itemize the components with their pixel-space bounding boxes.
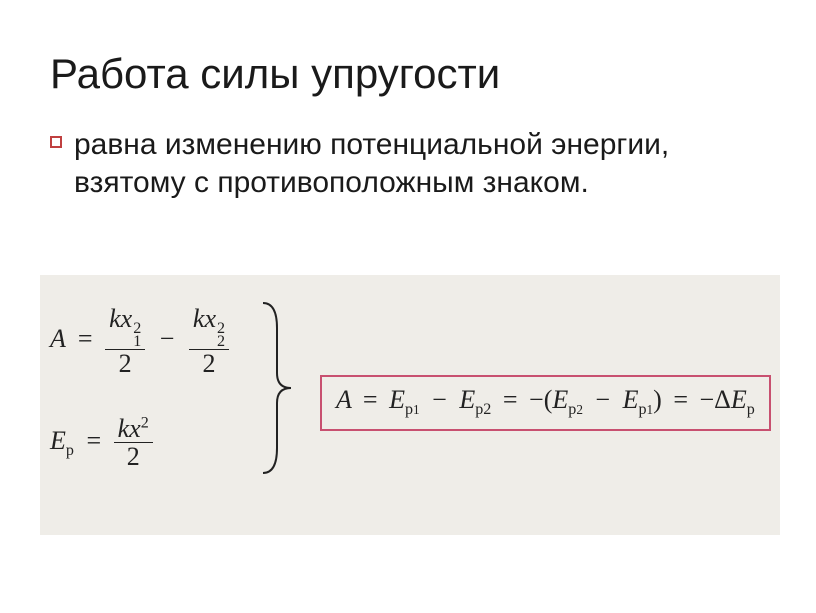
sym-minus: − — [160, 324, 175, 353]
fraction-ep: kx2 2 — [114, 415, 153, 471]
sym-k: k — [193, 304, 205, 333]
sym-E: E — [552, 385, 568, 414]
bullet-square-icon — [50, 136, 62, 148]
denom-2: 2 — [199, 350, 220, 377]
sym-k: k — [118, 414, 130, 443]
formula-panel: A = kx21 2 − kx22 2 Ep = kx2 2 — [40, 275, 780, 535]
sym-x: x — [204, 304, 216, 333]
sub-p: p — [405, 401, 413, 418]
sub-p2: p2 — [475, 401, 491, 418]
sub-2: 2 — [217, 335, 225, 349]
denom-2: 2 — [123, 443, 144, 470]
bullet-item: равна изменению потенциальной энергии, в… — [50, 126, 776, 201]
curly-brace-icon — [255, 298, 295, 478]
sym-eq: = — [78, 324, 93, 353]
sub-2: 2 — [576, 402, 583, 417]
sym-neg: − — [700, 385, 715, 414]
sub-1: 1 — [133, 335, 141, 349]
sym-E: E — [459, 385, 475, 414]
sym-eq: = — [503, 385, 518, 414]
sym-minus: − — [595, 385, 610, 414]
formula-work: A = kx21 2 − kx22 2 — [50, 305, 229, 377]
sym-A: A — [336, 385, 351, 414]
sym-delta: Δ — [714, 385, 731, 414]
sup-2: 2 — [141, 414, 149, 431]
sym-eq: = — [673, 385, 688, 414]
sym-minus: − — [432, 385, 447, 414]
fraction-1: kx21 2 — [105, 305, 145, 377]
sym-rparen: ) — [653, 385, 662, 414]
sub-p: p — [66, 442, 74, 459]
formula-boxed: A = Ep1 − Ep2 = −(Ep2 − Ep1) = −ΔEp — [320, 375, 771, 431]
denom-2: 2 — [115, 350, 136, 377]
slide-title: Работа силы упругости — [50, 50, 776, 98]
sym-k: k — [109, 304, 121, 333]
sub-p: p — [747, 401, 755, 418]
sym-x: x — [129, 414, 141, 443]
sub-p: p — [638, 401, 646, 418]
formula-potential-energy: Ep = kx2 2 — [50, 415, 153, 471]
sym-eq: = — [363, 385, 378, 414]
sym-neg: − — [529, 385, 544, 414]
sym-eq: = — [86, 426, 101, 455]
sym-E: E — [731, 385, 747, 414]
sym-A: A — [50, 324, 65, 353]
sym-x: x — [121, 304, 133, 333]
bullet-text: равна изменению потенциальной энергии, в… — [74, 126, 754, 201]
fraction-2: kx22 2 — [189, 305, 229, 377]
sym-E: E — [623, 385, 639, 414]
sym-E: E — [389, 385, 405, 414]
sym-E: E — [50, 426, 66, 455]
sub-1: 1 — [413, 402, 420, 417]
